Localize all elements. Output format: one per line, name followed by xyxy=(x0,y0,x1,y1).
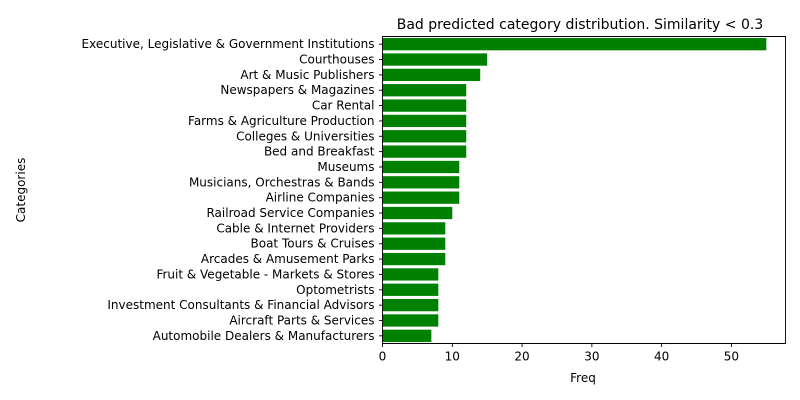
bar xyxy=(382,84,467,97)
bar xyxy=(382,53,488,66)
y-tick-label: Farms & Agriculture Production xyxy=(188,114,374,128)
y-axis-label: Categories xyxy=(14,158,28,223)
y-tick-label: Airline Companies xyxy=(266,191,375,205)
x-tick-label: 20 xyxy=(514,350,529,364)
x-axis-ticks: 0 10 20 30 40 50 xyxy=(379,343,739,364)
bars-group xyxy=(382,38,767,342)
x-tick-label: 0 xyxy=(379,350,387,364)
y-tick-label: Optometrists xyxy=(296,283,374,297)
y-tick-label: Railroad Service Companies xyxy=(206,206,374,220)
bar xyxy=(382,314,439,327)
chart-title: Bad predicted category distribution. Sim… xyxy=(397,17,763,33)
bar xyxy=(382,130,467,143)
bar xyxy=(382,206,453,220)
y-tick-label: Car Rental xyxy=(312,99,375,113)
bar xyxy=(382,222,446,235)
bar xyxy=(382,114,467,128)
bar xyxy=(382,160,460,174)
y-tick-label: Automobile Dealers & Manufacturers xyxy=(153,329,375,343)
y-tick-label: Fruit & Vegetable - Markets & Stores xyxy=(156,267,374,281)
bar xyxy=(382,329,432,342)
bar xyxy=(382,38,767,51)
bar xyxy=(382,237,446,250)
y-tick-label: Colleges & Universities xyxy=(236,129,374,143)
bar xyxy=(382,191,460,204)
bar xyxy=(382,68,481,82)
y-tick-label: Bed and Breakfast xyxy=(264,145,375,159)
x-tick-label: 10 xyxy=(445,350,460,364)
x-tick-label: 50 xyxy=(724,350,739,364)
y-tick-label: Cable & Internet Providers xyxy=(216,221,374,235)
y-tick-label: Art & Music Publishers xyxy=(240,68,374,82)
bar xyxy=(382,268,439,281)
y-tick-label: Aircraft Parts & Services xyxy=(229,313,374,327)
bar xyxy=(382,252,446,266)
y-tick-label: Newspapers & Magazines xyxy=(220,83,374,97)
y-tick-label: Boat Tours & Cruises xyxy=(251,237,375,251)
bar xyxy=(382,283,439,296)
bar xyxy=(382,145,467,158)
bar xyxy=(382,298,439,312)
y-tick-label: Executive, Legislative & Government Inst… xyxy=(82,37,375,51)
y-tick-label: Museums xyxy=(317,160,374,174)
x-tick-label: 40 xyxy=(654,350,669,364)
bar xyxy=(382,99,467,112)
plot-frame xyxy=(382,36,786,344)
x-tick-label: 30 xyxy=(584,350,599,364)
bar xyxy=(382,176,460,189)
y-tick-label: Arcades & Amusement Parks xyxy=(201,252,375,266)
y-tick-label: Courthouses xyxy=(299,53,374,67)
y-tick-label: Investment Consultants & Financial Advis… xyxy=(107,298,374,312)
y-axis-ticks: Executive, Legislative & Government Inst… xyxy=(82,37,383,343)
y-tick-label: Musicians, Orchestras & Bands xyxy=(189,175,375,189)
x-axis-label: Freq xyxy=(570,371,596,385)
